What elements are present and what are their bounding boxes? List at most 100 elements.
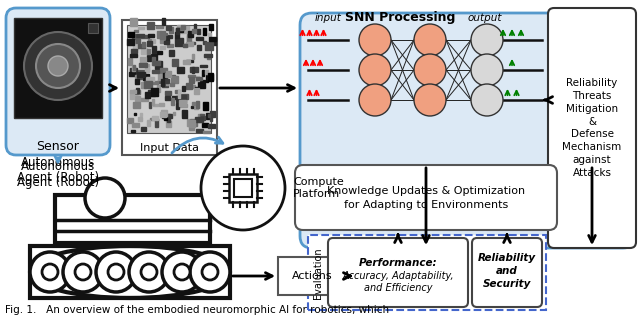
Bar (181, 26, 189, 33)
Bar (207, 33, 211, 37)
Bar (133, 65, 135, 70)
Bar (198, 80, 205, 87)
Bar (194, 88, 200, 94)
FancyBboxPatch shape (127, 25, 211, 133)
Bar (141, 127, 146, 131)
Bar (189, 120, 195, 127)
Bar (172, 75, 175, 79)
Bar (141, 81, 145, 88)
Bar (198, 118, 202, 122)
Bar (164, 73, 168, 77)
Bar (163, 73, 166, 78)
Bar (152, 57, 155, 65)
Circle shape (96, 252, 136, 292)
Bar (190, 67, 198, 72)
Bar (195, 24, 196, 31)
Circle shape (471, 84, 503, 116)
FancyBboxPatch shape (122, 20, 217, 155)
Bar (184, 44, 188, 46)
Bar (152, 100, 154, 105)
FancyBboxPatch shape (234, 179, 252, 197)
Bar (186, 119, 189, 126)
Bar (135, 96, 140, 101)
Bar (195, 117, 203, 121)
Bar (163, 82, 168, 87)
Bar (132, 66, 135, 71)
Bar (166, 79, 168, 85)
Bar (131, 91, 134, 99)
Bar (209, 24, 213, 30)
Bar (130, 68, 136, 75)
Bar (130, 18, 137, 26)
Bar (201, 116, 205, 121)
Bar (147, 41, 152, 46)
Bar (192, 54, 195, 59)
Bar (138, 71, 145, 76)
FancyBboxPatch shape (14, 18, 102, 118)
Bar (153, 61, 160, 65)
Bar (157, 81, 161, 83)
Text: SNN Processing: SNN Processing (345, 11, 456, 24)
Bar (193, 102, 195, 105)
Text: Reliability
and
Security: Reliability and Security (478, 253, 536, 289)
FancyBboxPatch shape (308, 235, 546, 310)
Bar (145, 67, 148, 72)
Bar (133, 91, 138, 94)
Bar (182, 110, 184, 116)
Bar (175, 90, 180, 93)
Bar (188, 31, 193, 38)
Bar (131, 49, 138, 53)
Bar (189, 77, 193, 83)
Text: Fig. 1.   An overview of the embodied neuromorphic AI for robotics, which: Fig. 1. An overview of the embodied neur… (5, 305, 389, 315)
Text: Evaluation: Evaluation (313, 247, 323, 299)
Bar (162, 80, 169, 83)
Circle shape (414, 84, 446, 116)
Text: Reliability
Threats
Mitigation
&
Defense
Mechanism
against
Attacks: Reliability Threats Mitigation & Defense… (563, 78, 621, 178)
Bar (160, 31, 164, 39)
Bar (168, 35, 172, 38)
Bar (128, 58, 132, 65)
Bar (188, 42, 195, 44)
Bar (140, 57, 147, 63)
Bar (166, 36, 169, 42)
Bar (161, 18, 165, 25)
Bar (205, 42, 213, 50)
Bar (209, 37, 216, 41)
Bar (175, 31, 179, 38)
Circle shape (174, 264, 190, 280)
Bar (190, 119, 196, 126)
Bar (136, 34, 143, 37)
Bar (148, 34, 154, 38)
Bar (144, 75, 148, 80)
Text: Autonomous
Agent (Robot): Autonomous Agent (Robot) (17, 156, 99, 184)
Bar (166, 121, 171, 127)
Text: Sensor: Sensor (36, 140, 79, 153)
Bar (155, 119, 158, 127)
Bar (182, 86, 186, 91)
Bar (134, 30, 138, 32)
Circle shape (42, 264, 58, 280)
Bar (173, 112, 175, 115)
Circle shape (190, 252, 230, 292)
Bar (181, 94, 188, 100)
Bar (182, 44, 187, 47)
Bar (156, 26, 163, 28)
Bar (153, 104, 159, 107)
Circle shape (162, 252, 202, 292)
Bar (138, 117, 142, 121)
Bar (148, 39, 150, 43)
Bar (146, 77, 154, 81)
Bar (148, 90, 156, 96)
Bar (142, 42, 145, 46)
Bar (161, 45, 165, 49)
Bar (143, 74, 148, 80)
Bar (157, 52, 162, 54)
Bar (207, 74, 213, 80)
FancyBboxPatch shape (300, 13, 635, 248)
Bar (175, 38, 182, 46)
Bar (204, 131, 211, 133)
Bar (140, 113, 142, 115)
Bar (184, 59, 190, 64)
Bar (152, 39, 155, 43)
Bar (129, 90, 136, 93)
